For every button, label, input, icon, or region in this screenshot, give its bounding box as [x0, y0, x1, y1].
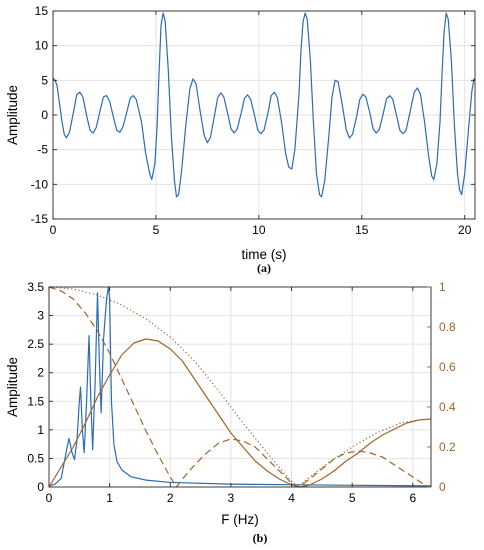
chart-a-caption: (a) [257, 261, 271, 275]
chart-b-ytick-label: 3 [37, 309, 44, 323]
chart-b-series-line-3 [48, 286, 426, 488]
chart-b-series-line-0 [48, 286, 432, 487]
chart-a-xtick-label: 10 [252, 223, 266, 237]
chart-a-ytick-label: 0 [41, 108, 48, 122]
chart-a-ytick-label: 15 [35, 4, 49, 18]
chart-b-ytick-label: 0 [37, 480, 44, 494]
chart-b-y-axis-label: Amplitude [5, 357, 20, 417]
chart-b-ytick-right-label: 0.2 [439, 440, 456, 454]
chart-a-xtick-label: 5 [153, 223, 160, 237]
chart-b-ytick-label: 3.5 [27, 280, 44, 294]
chart-b-ytick-right-label: 0.8 [439, 320, 456, 334]
chart-b-xtick-label: 6 [409, 491, 416, 505]
chart-b-ytick-label: 1 [37, 423, 44, 437]
chart-b-ytick-label: 2 [37, 366, 44, 380]
chart-a-x-axis-label: time (s) [242, 247, 287, 262]
chart-a-ytick-label: -15 [31, 212, 49, 226]
chart-b-plot-area [49, 287, 431, 487]
chart-b-x-axis-label: F (Hz) [221, 512, 259, 527]
chart-b-xtick-label: 3 [228, 491, 235, 505]
chart-b-ytick-label: 1.5 [27, 394, 44, 408]
chart-b-ytick-right-label: 0 [439, 480, 446, 494]
chart-b-ytick-right-label: 1 [439, 280, 446, 294]
chart-b-xtick-label: 1 [106, 491, 113, 505]
chart-b-series-line-1 [48, 338, 432, 488]
chart-b-ytick-label: 0.5 [27, 451, 44, 465]
chart-a-xtick-label: 20 [458, 223, 472, 237]
chart-b-series-line-2 [48, 286, 426, 488]
chart-b-xtick-label: 4 [288, 491, 295, 505]
chart-a-xtick-label: 15 [355, 223, 369, 237]
chart-a-ytick-label: 10 [35, 39, 49, 53]
chart-b-xtick-label: 0 [46, 491, 53, 505]
chart-b-ytick-right-label: 0.6 [439, 360, 456, 374]
chart-a-ytick-label: -10 [31, 177, 49, 191]
chart-b-ytick-label: 2.5 [27, 337, 44, 351]
chart-a-xtick-label: 0 [50, 223, 57, 237]
chart-b-xtick-label: 2 [167, 491, 174, 505]
chart-a-ytick-label: 5 [41, 73, 48, 87]
chart-a-series-line-0 [52, 12, 476, 198]
chart-a-ytick-label: -5 [37, 143, 48, 157]
chart-b-axes-frame [48, 286, 432, 488]
chart-b-ytick-right-label: 0.4 [439, 400, 456, 414]
chart-b-xtick-label: 5 [349, 491, 356, 505]
chart-a-y-axis-label: Amplitude [5, 85, 20, 145]
chart-b-caption: (b) [253, 531, 268, 545]
